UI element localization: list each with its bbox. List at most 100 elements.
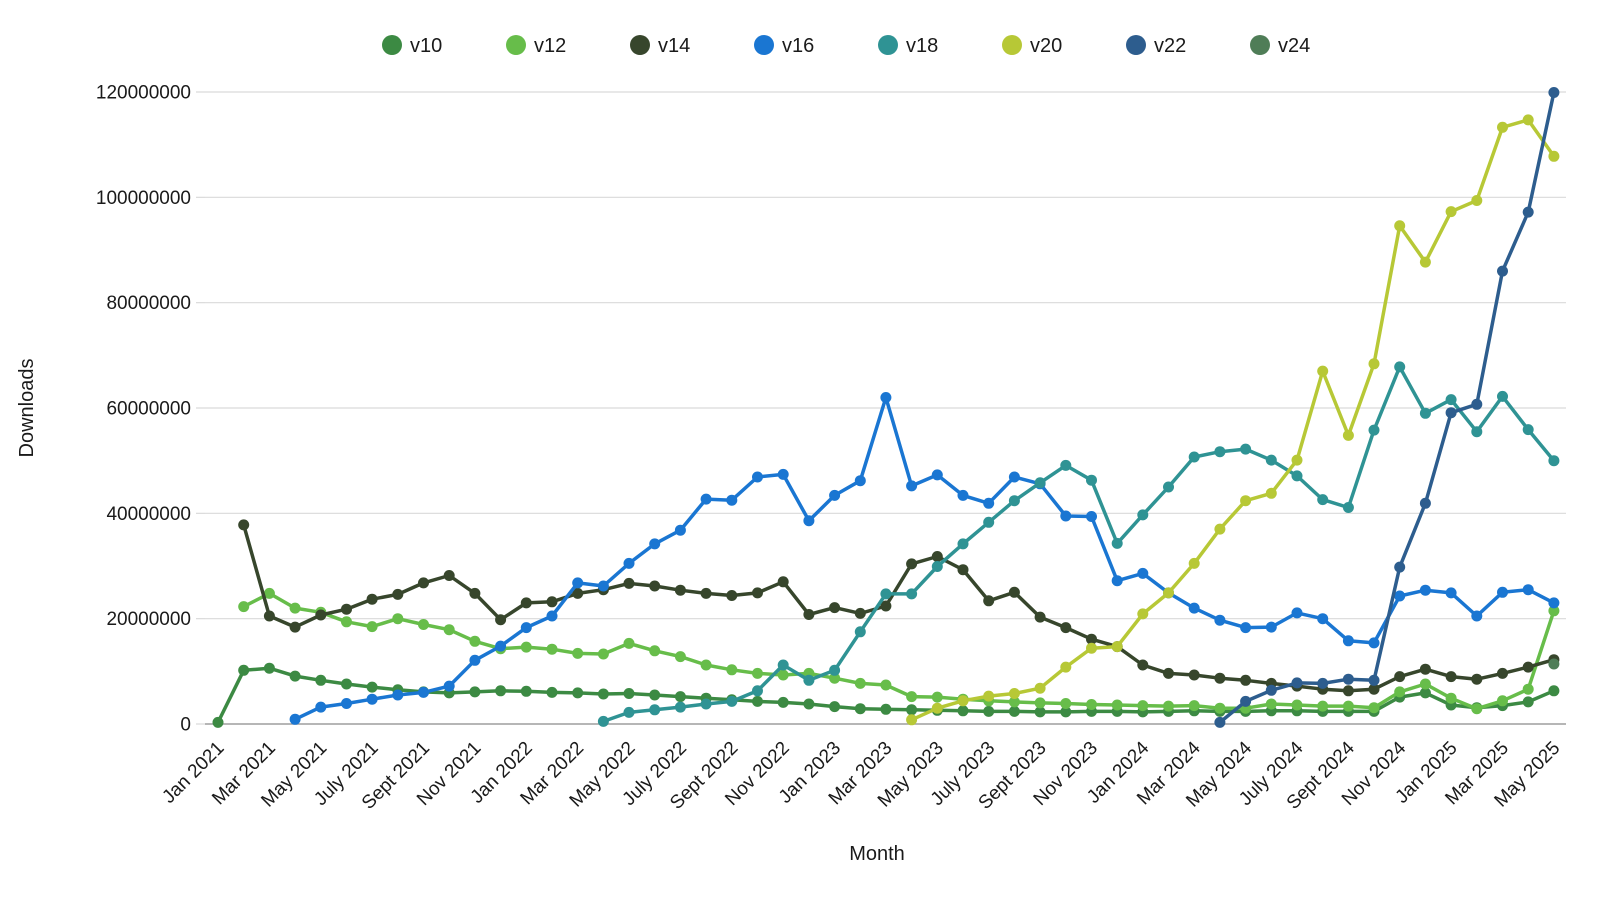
legend-item-v10[interactable]: v10 — [382, 35, 442, 57]
data-point-v20 — [1111, 641, 1123, 653]
series-v14 — [238, 519, 1560, 697]
data-point-v14 — [983, 595, 995, 607]
legend-label-v24: v24 — [1278, 35, 1310, 57]
data-point-v16 — [1368, 637, 1380, 649]
y-axis-title: Downloads — [16, 359, 38, 458]
legend-item-v18[interactable]: v18 — [878, 35, 938, 57]
data-point-v18 — [1265, 454, 1277, 466]
data-point-v12 — [392, 613, 404, 625]
data-point-v18 — [1497, 390, 1508, 402]
data-point-v12 — [1086, 699, 1097, 710]
data-point-v14 — [726, 590, 738, 601]
legend-item-v16[interactable]: v16 — [754, 35, 814, 57]
legend-swatch-v20 — [1002, 35, 1022, 55]
data-point-v16 — [1548, 597, 1560, 609]
data-point-v10 — [341, 678, 352, 690]
series-v24 — [1548, 658, 1560, 670]
data-point-v10 — [880, 703, 892, 715]
data-point-v10 — [469, 686, 481, 698]
data-point-v12 — [341, 616, 352, 628]
series-v12 — [238, 587, 1560, 715]
data-point-v12 — [263, 587, 275, 599]
series-v18 — [597, 361, 1560, 727]
data-point-v14 — [777, 576, 789, 588]
data-point-v12 — [752, 667, 763, 679]
data-point-v16 — [1394, 590, 1406, 602]
data-point-v16 — [983, 497, 995, 509]
data-point-v14 — [315, 609, 327, 621]
data-point-v12 — [700, 659, 712, 671]
data-point-v20 — [1368, 358, 1380, 370]
data-point-v22 — [1394, 561, 1406, 573]
data-point-v16 — [700, 493, 712, 505]
data-point-v10 — [777, 696, 789, 708]
data-point-v10 — [649, 689, 661, 701]
data-point-v14 — [1471, 673, 1483, 685]
data-point-v22 — [1317, 677, 1329, 689]
data-point-v22 — [1368, 674, 1380, 686]
legend-item-v20[interactable]: v20 — [1002, 35, 1062, 57]
data-point-v20 — [1471, 195, 1483, 206]
data-point-v12 — [1214, 702, 1226, 714]
data-point-v14 — [1188, 669, 1200, 681]
data-point-v14 — [443, 570, 455, 581]
data-point-v14 — [1086, 633, 1097, 645]
data-point-v18 — [1522, 424, 1534, 436]
data-point-v18 — [674, 701, 686, 713]
legend-item-v14[interactable]: v14 — [630, 35, 690, 57]
data-point-v16 — [1111, 575, 1123, 587]
legend-item-v22[interactable]: v22 — [1126, 35, 1186, 57]
data-point-v10 — [854, 703, 866, 715]
data-point-v20 — [1137, 608, 1149, 620]
data-point-v18 — [623, 706, 635, 718]
data-point-v16 — [1445, 587, 1457, 599]
data-point-v18 — [983, 516, 995, 528]
data-point-v20 — [1522, 114, 1534, 126]
data-point-v14 — [263, 610, 275, 622]
data-point-v14 — [238, 519, 250, 531]
data-point-v18 — [777, 659, 789, 671]
data-point-v14 — [1419, 663, 1431, 675]
data-point-v18 — [1368, 424, 1380, 436]
data-point-v18 — [931, 561, 943, 572]
data-point-v12 — [906, 691, 918, 703]
series-v10 — [212, 662, 1560, 728]
data-point-v10 — [906, 704, 918, 716]
data-point-v12 — [829, 672, 841, 684]
data-point-v14 — [623, 577, 635, 589]
data-point-v16 — [572, 577, 584, 589]
data-point-v10 — [1522, 696, 1534, 708]
data-point-v12 — [777, 669, 789, 681]
data-point-v14 — [880, 600, 892, 612]
data-point-v16 — [289, 713, 301, 725]
data-point-v12 — [572, 647, 584, 659]
data-point-v20 — [1188, 557, 1200, 569]
data-point-v14 — [1137, 659, 1149, 671]
data-point-v16 — [495, 640, 507, 652]
data-point-v12 — [443, 624, 455, 636]
data-point-v12 — [1163, 700, 1174, 712]
legend-item-v24[interactable]: v24 — [1250, 35, 1310, 57]
data-point-v16 — [597, 580, 609, 592]
data-point-v20 — [906, 714, 918, 726]
data-point-v12 — [418, 619, 429, 630]
data-point-v12 — [1368, 702, 1380, 714]
data-point-v16 — [1008, 471, 1020, 483]
data-point-v22 — [1214, 716, 1226, 728]
data-point-v16 — [854, 475, 866, 487]
data-point-v16 — [1265, 621, 1277, 633]
data-point-v10 — [597, 688, 609, 700]
data-point-v14 — [572, 587, 584, 599]
data-point-v12 — [1291, 699, 1303, 711]
legend-item-v12[interactable]: v12 — [506, 35, 566, 57]
data-point-v20 — [1291, 454, 1303, 466]
data-point-v14 — [803, 609, 815, 620]
data-point-v10 — [1060, 706, 1072, 718]
data-point-v16 — [341, 698, 352, 709]
data-point-v10 — [520, 685, 532, 697]
series-line-v14 — [241, 523, 1556, 693]
data-point-v14 — [1497, 667, 1508, 679]
data-point-v16 — [906, 480, 918, 492]
data-point-v18 — [1060, 459, 1072, 471]
